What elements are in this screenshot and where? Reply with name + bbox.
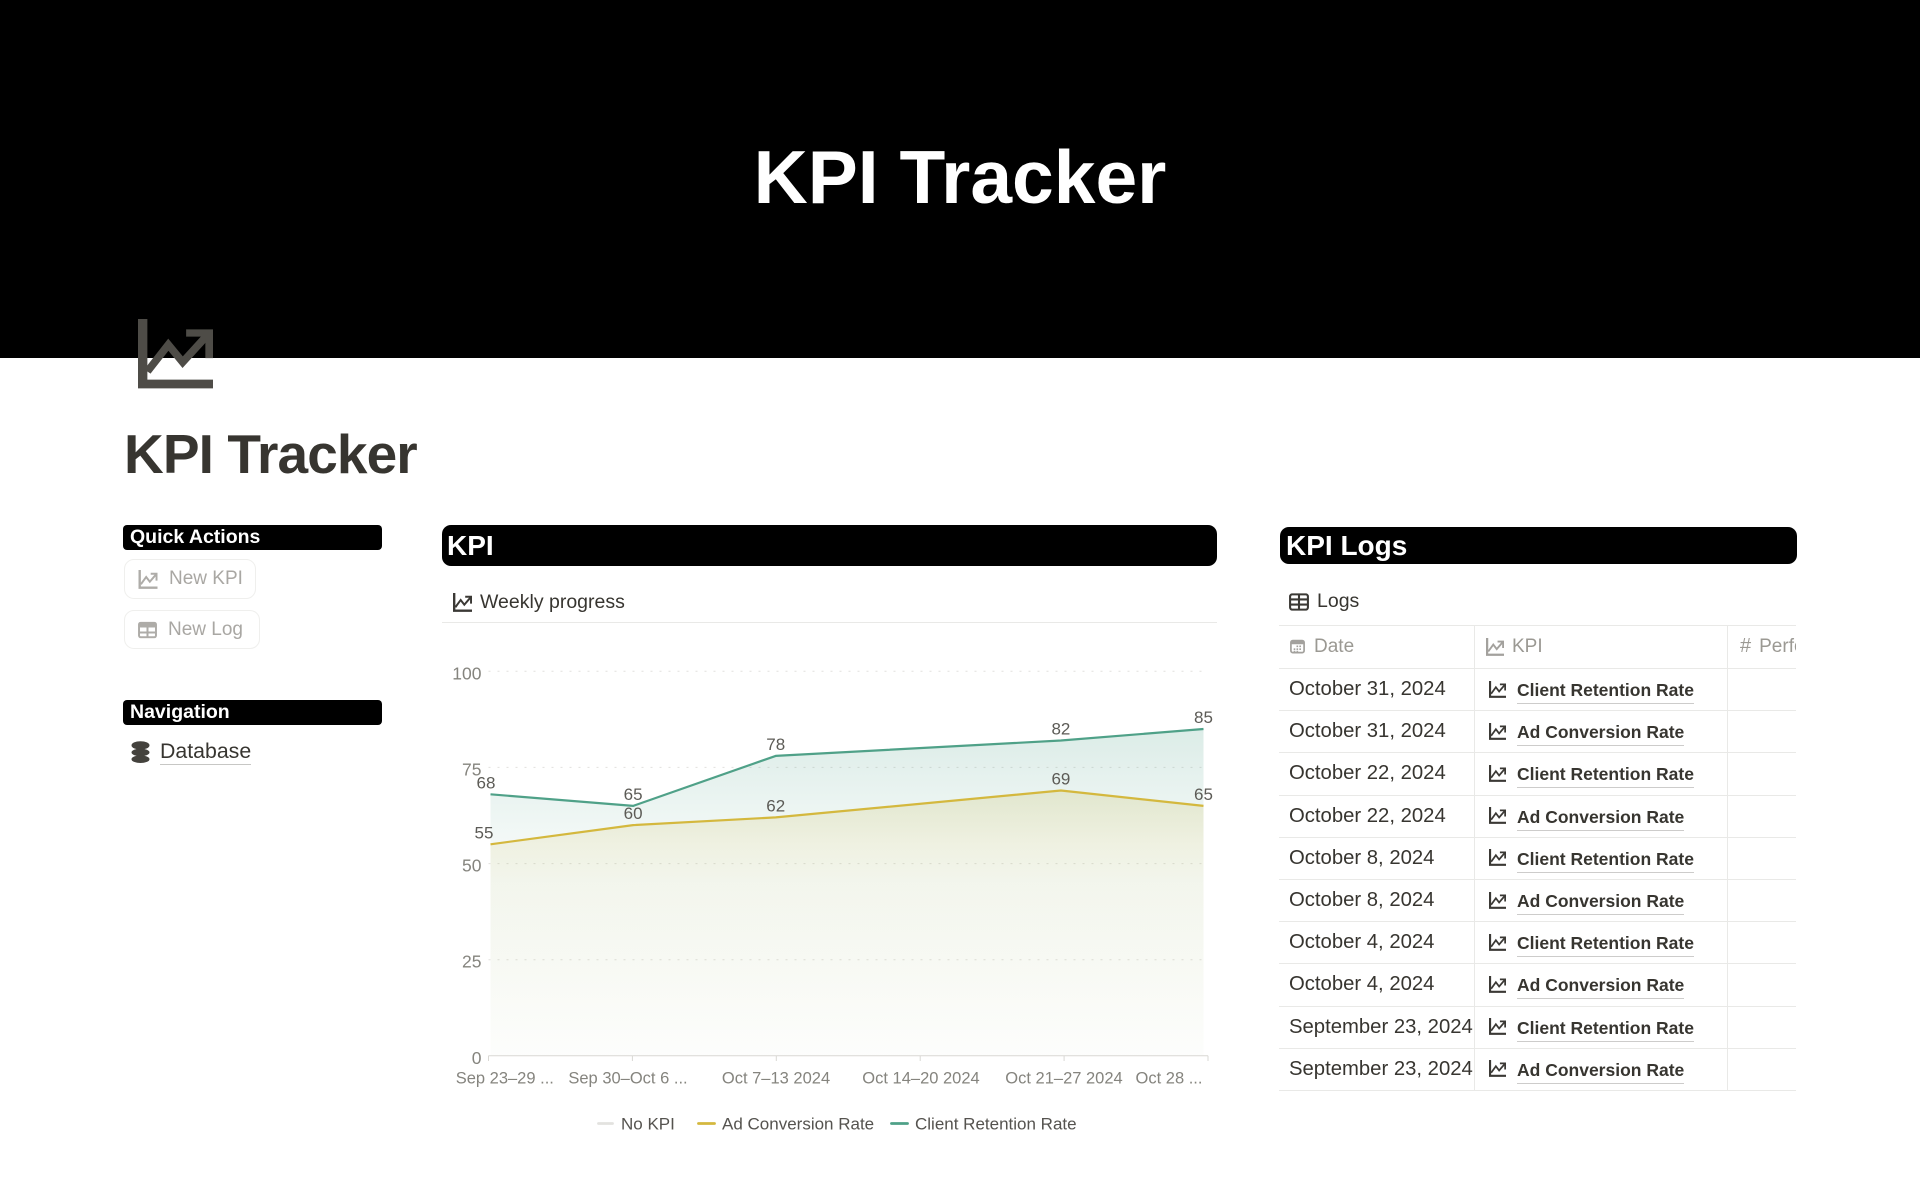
svg-text:85: 85 [1194, 708, 1213, 727]
svg-text:55: 55 [475, 823, 494, 842]
svg-text:78: 78 [766, 735, 785, 754]
svg-text:0: 0 [472, 1048, 482, 1068]
svg-text:100: 100 [452, 663, 481, 683]
svg-text:82: 82 [1051, 720, 1070, 739]
svg-text:Sep 30–Oct 6 ...: Sep 30–Oct 6 ... [568, 1070, 687, 1088]
svg-text:62: 62 [766, 796, 785, 815]
svg-text:Oct 21–27 2024: Oct 21–27 2024 [1005, 1070, 1122, 1088]
svg-text:Oct 14–20 2024: Oct 14–20 2024 [862, 1070, 979, 1088]
svg-text:50: 50 [462, 856, 482, 876]
svg-text:Oct 28 ...: Oct 28 ... [1136, 1070, 1203, 1088]
svg-text:69: 69 [1051, 770, 1070, 789]
svg-text:Ad Conversion Rate: Ad Conversion Rate [722, 1115, 874, 1134]
svg-text:No KPI: No KPI [621, 1115, 675, 1134]
svg-text:65: 65 [1194, 785, 1213, 804]
svg-text:60: 60 [624, 804, 643, 823]
svg-text:68: 68 [477, 773, 496, 792]
svg-text:Sep 23–29 ...: Sep 23–29 ... [456, 1070, 554, 1088]
svg-text:Oct 7–13 2024: Oct 7–13 2024 [722, 1070, 830, 1088]
svg-text:65: 65 [624, 785, 643, 804]
svg-text:75: 75 [462, 759, 481, 779]
svg-text:25: 25 [462, 952, 481, 972]
svg-text:Client Retention Rate: Client Retention Rate [915, 1115, 1077, 1134]
